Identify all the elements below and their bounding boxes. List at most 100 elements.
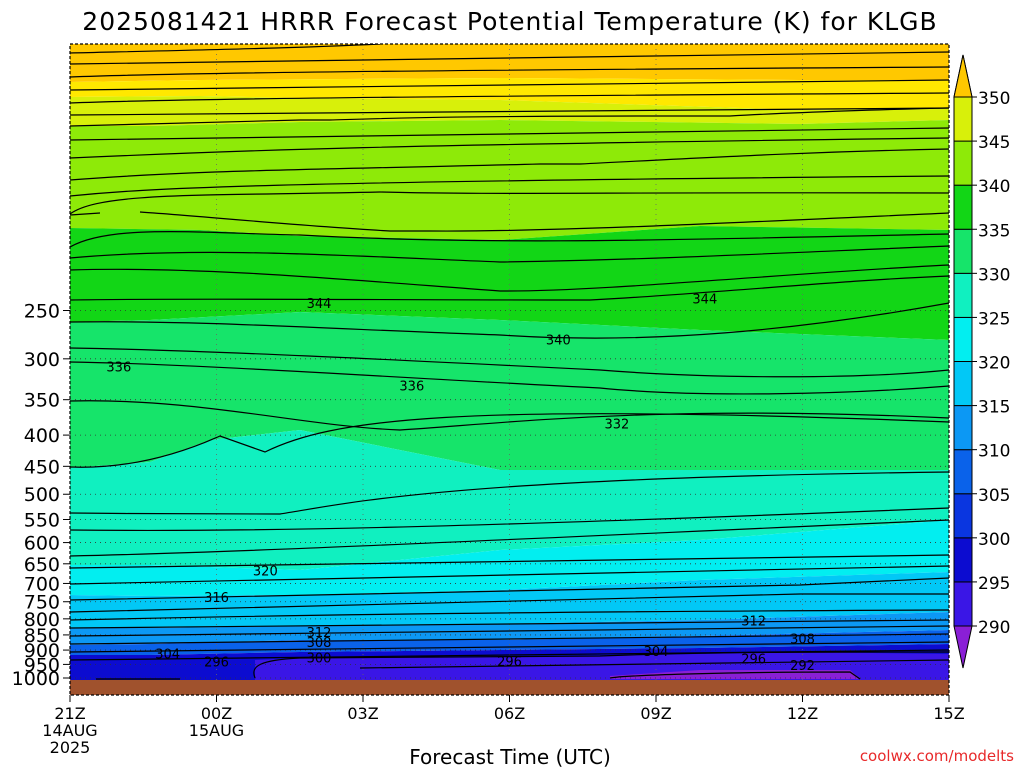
contour-line [70, 577, 949, 601]
contour-line [70, 347, 949, 378]
colorbar-bin-high [953, 54, 973, 98]
contour-line [70, 137, 949, 159]
y-tick-label: 600 [24, 533, 60, 555]
contour-label: 344 [692, 293, 717, 308]
temperature-band [70, 226, 949, 340]
ground-surface [70, 680, 949, 695]
contour-line [70, 275, 949, 301]
colorbar-bin [953, 581, 973, 627]
contour-line [70, 175, 949, 197]
y-tick-label: 500 [24, 484, 60, 506]
y-tick-label: 750 [24, 592, 60, 614]
x-tick-label: 03Z [347, 704, 378, 723]
contour-label: 312 [741, 614, 766, 629]
contour-line [70, 44, 381, 54]
y-tick-label: 250 [24, 300, 60, 322]
contour-label: 336 [106, 361, 131, 376]
y-tick-label: 350 [24, 390, 60, 412]
contour-line [70, 148, 949, 181]
colorbar-tick-label: 290 [978, 618, 1010, 638]
colorbar-tick-label: 305 [978, 486, 1010, 506]
x-axis-label: Forecast Time (UTC) [409, 745, 611, 768]
contour-line [70, 507, 949, 532]
contour-label-value: 296 [204, 655, 229, 670]
contour-label: 296 [497, 655, 522, 670]
colorbar-bin [953, 449, 973, 495]
temperature-band [70, 312, 949, 470]
contour-label: 300 [307, 651, 332, 666]
colorbar-tick-label: 320 [978, 354, 1010, 374]
contour-label-value: 296 [497, 655, 522, 670]
colorbar-bin [953, 316, 973, 362]
contour-line [70, 413, 949, 468]
contour-line [70, 66, 949, 78]
colorbar-tick-label: 335 [978, 221, 1010, 241]
colorbar-bin [953, 493, 973, 539]
y-tick-label: 700 [24, 573, 60, 595]
colorbar-tick-label: 350 [978, 89, 1010, 109]
contour-label-value: 292 [790, 659, 815, 674]
contour-label: 304 [644, 645, 669, 660]
y-tick-label: 850 [24, 625, 60, 647]
colorbar-bin [953, 272, 973, 318]
contour-label: 316 [204, 591, 229, 606]
grid-lines [70, 44, 949, 680]
colorbar-bin-low [953, 625, 973, 669]
contour-line [609, 671, 861, 680]
contour-label-value: 312 [741, 614, 766, 629]
contour-line [70, 609, 949, 621]
contour-line [70, 211, 949, 232]
x-tick-label: 2025 [50, 738, 91, 757]
contour-line [70, 519, 949, 557]
contour-line [70, 191, 949, 215]
colorbar-tick-label: 330 [978, 265, 1010, 285]
contour-line [253, 651, 949, 679]
y-tick-label: 550 [24, 510, 60, 532]
y-tick-label: 950 [24, 654, 60, 676]
colorbar-tick-label: 345 [978, 133, 1010, 153]
contour-label: 296 [741, 652, 766, 667]
colorbar-tick-label: 295 [978, 574, 1010, 594]
colorbar-tick-label: 340 [978, 177, 1010, 197]
contour-label-value: 344 [307, 297, 332, 312]
colorbar-bin [953, 184, 973, 230]
contour-line [70, 245, 949, 263]
contour-label: 344 [307, 297, 332, 312]
contour-line [70, 361, 949, 395]
x-tick-label: 21Z [54, 704, 85, 723]
contour-label: 296 [204, 655, 229, 670]
contour-label: 308 [790, 632, 815, 647]
contour-label: 320 [253, 565, 278, 580]
colorbar: 290 295 300 305 310 315 320 325 330 335 340 345 350 [953, 54, 1010, 669]
contour-label-value: 320 [253, 565, 278, 580]
contour-label-value: 340 [546, 334, 571, 349]
contour-label-value: 312 [307, 626, 332, 641]
contour-label-value: 308 [790, 632, 815, 647]
contour-label-value: 332 [605, 418, 630, 433]
contour-label: 292 [790, 659, 815, 674]
y-tick-label: 650 [24, 554, 60, 576]
x-tick-label: 09Z [640, 704, 671, 723]
contour-label-value: 344 [692, 293, 717, 308]
contour-label-value: 308 [307, 636, 332, 651]
contour-label: 332 [605, 418, 630, 433]
contour-line [70, 107, 949, 127]
contour-label: 336 [399, 380, 424, 395]
contour-label-value: 336 [399, 380, 424, 395]
colorbar-tick-label: 315 [978, 398, 1010, 418]
contour-label-value: 296 [741, 652, 766, 667]
colorbar-bin [953, 405, 973, 451]
x-tick-label: 12Z [787, 704, 818, 723]
colorbar-bin [953, 96, 973, 142]
temperature-band [70, 612, 949, 645]
x-tick-label: 15AUG [189, 721, 244, 740]
contour-label: 340 [546, 334, 571, 349]
contour-line [70, 92, 949, 104]
contour-line [70, 400, 949, 431]
contour-label-value: 304 [644, 645, 669, 660]
colorbar-tick-label: 300 [978, 530, 1010, 550]
